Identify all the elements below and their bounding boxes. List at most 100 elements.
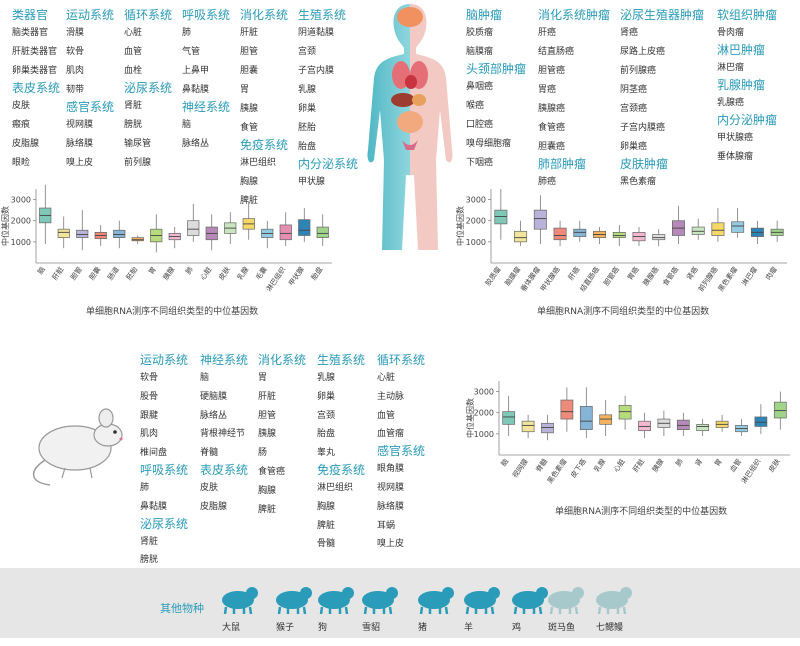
species-silhouette-icon [548, 587, 584, 615]
box-body [502, 411, 516, 425]
tumor-category-heading: 内分泌肿瘤 [717, 113, 778, 127]
box-body [731, 221, 745, 233]
box-body [652, 234, 666, 241]
mouse-tissue-item: 脾脏 [258, 504, 277, 515]
human-tissue-item: 胰腺 [240, 104, 259, 114]
category-label: 皮肤 [767, 457, 782, 474]
human-category-heading: 循环系统 [124, 8, 173, 22]
tumor-tissue-item: 乳腺癌 [717, 98, 745, 108]
species-silhouette-icon [362, 587, 398, 615]
mouse-tissue-item: 股骨 [140, 391, 159, 402]
box-7 [168, 227, 181, 249]
tumor-tissue-item: 胆管癌 [538, 66, 566, 76]
mouse-tissue-item: 脑 [200, 373, 210, 383]
box-13 [754, 404, 768, 434]
category-label: 甲状腺癌 [538, 265, 561, 293]
tumor-tissue-item: 尿路上皮癌 [620, 47, 666, 57]
category-label: 胆管 [68, 265, 83, 282]
tumor-category-heading: 肺部肿瘤 [538, 157, 587, 171]
box-body [579, 406, 593, 430]
human-tissue-item: 食管 [240, 123, 259, 133]
species-name-label: 鸡 [512, 623, 522, 633]
box-body [553, 227, 567, 241]
box-12 [731, 208, 745, 238]
species-silhouette-icon [276, 587, 312, 615]
mouse-category-heading: 感官系统 [377, 444, 426, 459]
box-14 [770, 220, 784, 242]
human-tissue-item: 阴道黏膜 [298, 28, 335, 38]
box-8 [652, 229, 666, 247]
mouse-tissue-item: 眼角膜 [377, 464, 405, 475]
box-10 [224, 212, 237, 244]
mouse-category-heading: 循环系统 [377, 353, 426, 367]
human-column: 呼吸系统肺气管 上鼻甲 鼻黏膜 神经系统脑脉络丛 [182, 8, 230, 154]
tumor-tissue-item: 肺癌 [538, 177, 557, 187]
box-body [514, 230, 528, 243]
mouse-tissue-item: 软骨 [140, 373, 159, 383]
box-11 [711, 208, 725, 242]
y-tick-label: 2000 [474, 409, 494, 418]
category-label: 毛囊 [253, 265, 268, 282]
tumor-category-heading: 乳腺肿瘤 [717, 78, 766, 92]
human-tissue-item: 血管 [124, 47, 143, 57]
y-tick-label: 2000 [11, 217, 31, 226]
box-8 [187, 203, 200, 242]
category-label: 肺 [184, 266, 195, 276]
category-label: 结直肠癌 [578, 265, 601, 293]
category-label: 肺 [674, 458, 685, 468]
box-3 [560, 387, 574, 432]
category-label: 胰腺癌 [641, 265, 660, 287]
box-body [521, 420, 535, 433]
box-9 [676, 412, 690, 436]
human-tissue-item: 胎盘 [298, 142, 317, 152]
mouse-column: 消化系统胃肝脏 胆管 胰腺肠食管癌 胸腺 脾脏 [258, 353, 306, 519]
box-2 [533, 195, 547, 244]
mouse-tissue-item: 膀胱 [140, 555, 159, 566]
mouse-column: 神经系统脑硬脑膜 脉络丛 背根神经节 脊髓 表皮系统 皮肤 皮脂腺 [200, 353, 248, 517]
box-body [57, 228, 70, 238]
tumor-tissue-item: 结直肠癌 [538, 47, 575, 57]
human-tissue-item: 气管 [182, 47, 201, 57]
tumor-tissue-item: 垂体腺瘤 [717, 152, 754, 162]
mouse-tissue-item: 肺 [140, 482, 150, 493]
human-tissue-item: 脉络丛 [182, 139, 210, 149]
tumor-tissue-item: 脑膜瘤 [466, 47, 494, 57]
box-body [494, 209, 508, 225]
mouse-tissue-item: 主动脉 [377, 391, 405, 402]
mouse-tissue-item: 乳腺 [317, 373, 336, 383]
human-tissue-item: 肝脏类器官 [12, 47, 58, 57]
tumor-tissue-item: 甲状腺癌 [717, 133, 754, 143]
mouse-tissue-item: 胰腺 [258, 429, 277, 440]
human-category-heading: 感官系统 [66, 100, 115, 114]
species-silhouette-icon [596, 587, 632, 615]
tumor-tissue-item: 卵巢癌 [620, 142, 648, 152]
species-silhouette-icon [512, 587, 548, 615]
category-label: 肾 [693, 457, 704, 468]
mouse-tissue-item: 视网膜 [377, 482, 405, 493]
box-0 [39, 184, 52, 244]
human-category-heading: 泌尿系统 [124, 81, 173, 95]
category-label: 血管 [728, 457, 743, 474]
category-label: 脑 [36, 265, 47, 276]
species-name-label: 大鼠 [222, 623, 241, 633]
box-1 [521, 414, 535, 439]
box-7 [638, 412, 651, 439]
box-5 [131, 235, 144, 244]
category-label: 胰腺 [161, 265, 176, 282]
category-label: 胰腺 [650, 457, 665, 474]
category-label: 脑膜瘤 [503, 265, 522, 287]
category-label: 食管癌 [661, 265, 680, 287]
box-4 [573, 220, 587, 242]
tumor-tissue-item: 食管癌 [538, 123, 566, 133]
mouse-tissue-item: 脉络膜 [377, 501, 405, 512]
mouse-tissue-item: 食管癌 [258, 466, 286, 477]
mouse-tissue-item: 宫颈 [317, 410, 336, 421]
tumor-tissue-item: 胃癌 [538, 85, 557, 95]
box-10 [696, 419, 710, 436]
human-tissue-item: 眼睑 [12, 158, 31, 168]
tumor-tissue-item: 淋巴瘤 [717, 63, 745, 73]
human-tissue-item: 鼻黏膜 [182, 85, 210, 95]
other-species-title: 其他物种 [160, 602, 204, 615]
human-column: 运动系统 滑膜 软骨 肌肉 韧带 感官系统 视网膜 脉络膜 嗅上皮 [66, 8, 114, 173]
mouse-tissue-item: 耳蜗 [377, 520, 396, 531]
